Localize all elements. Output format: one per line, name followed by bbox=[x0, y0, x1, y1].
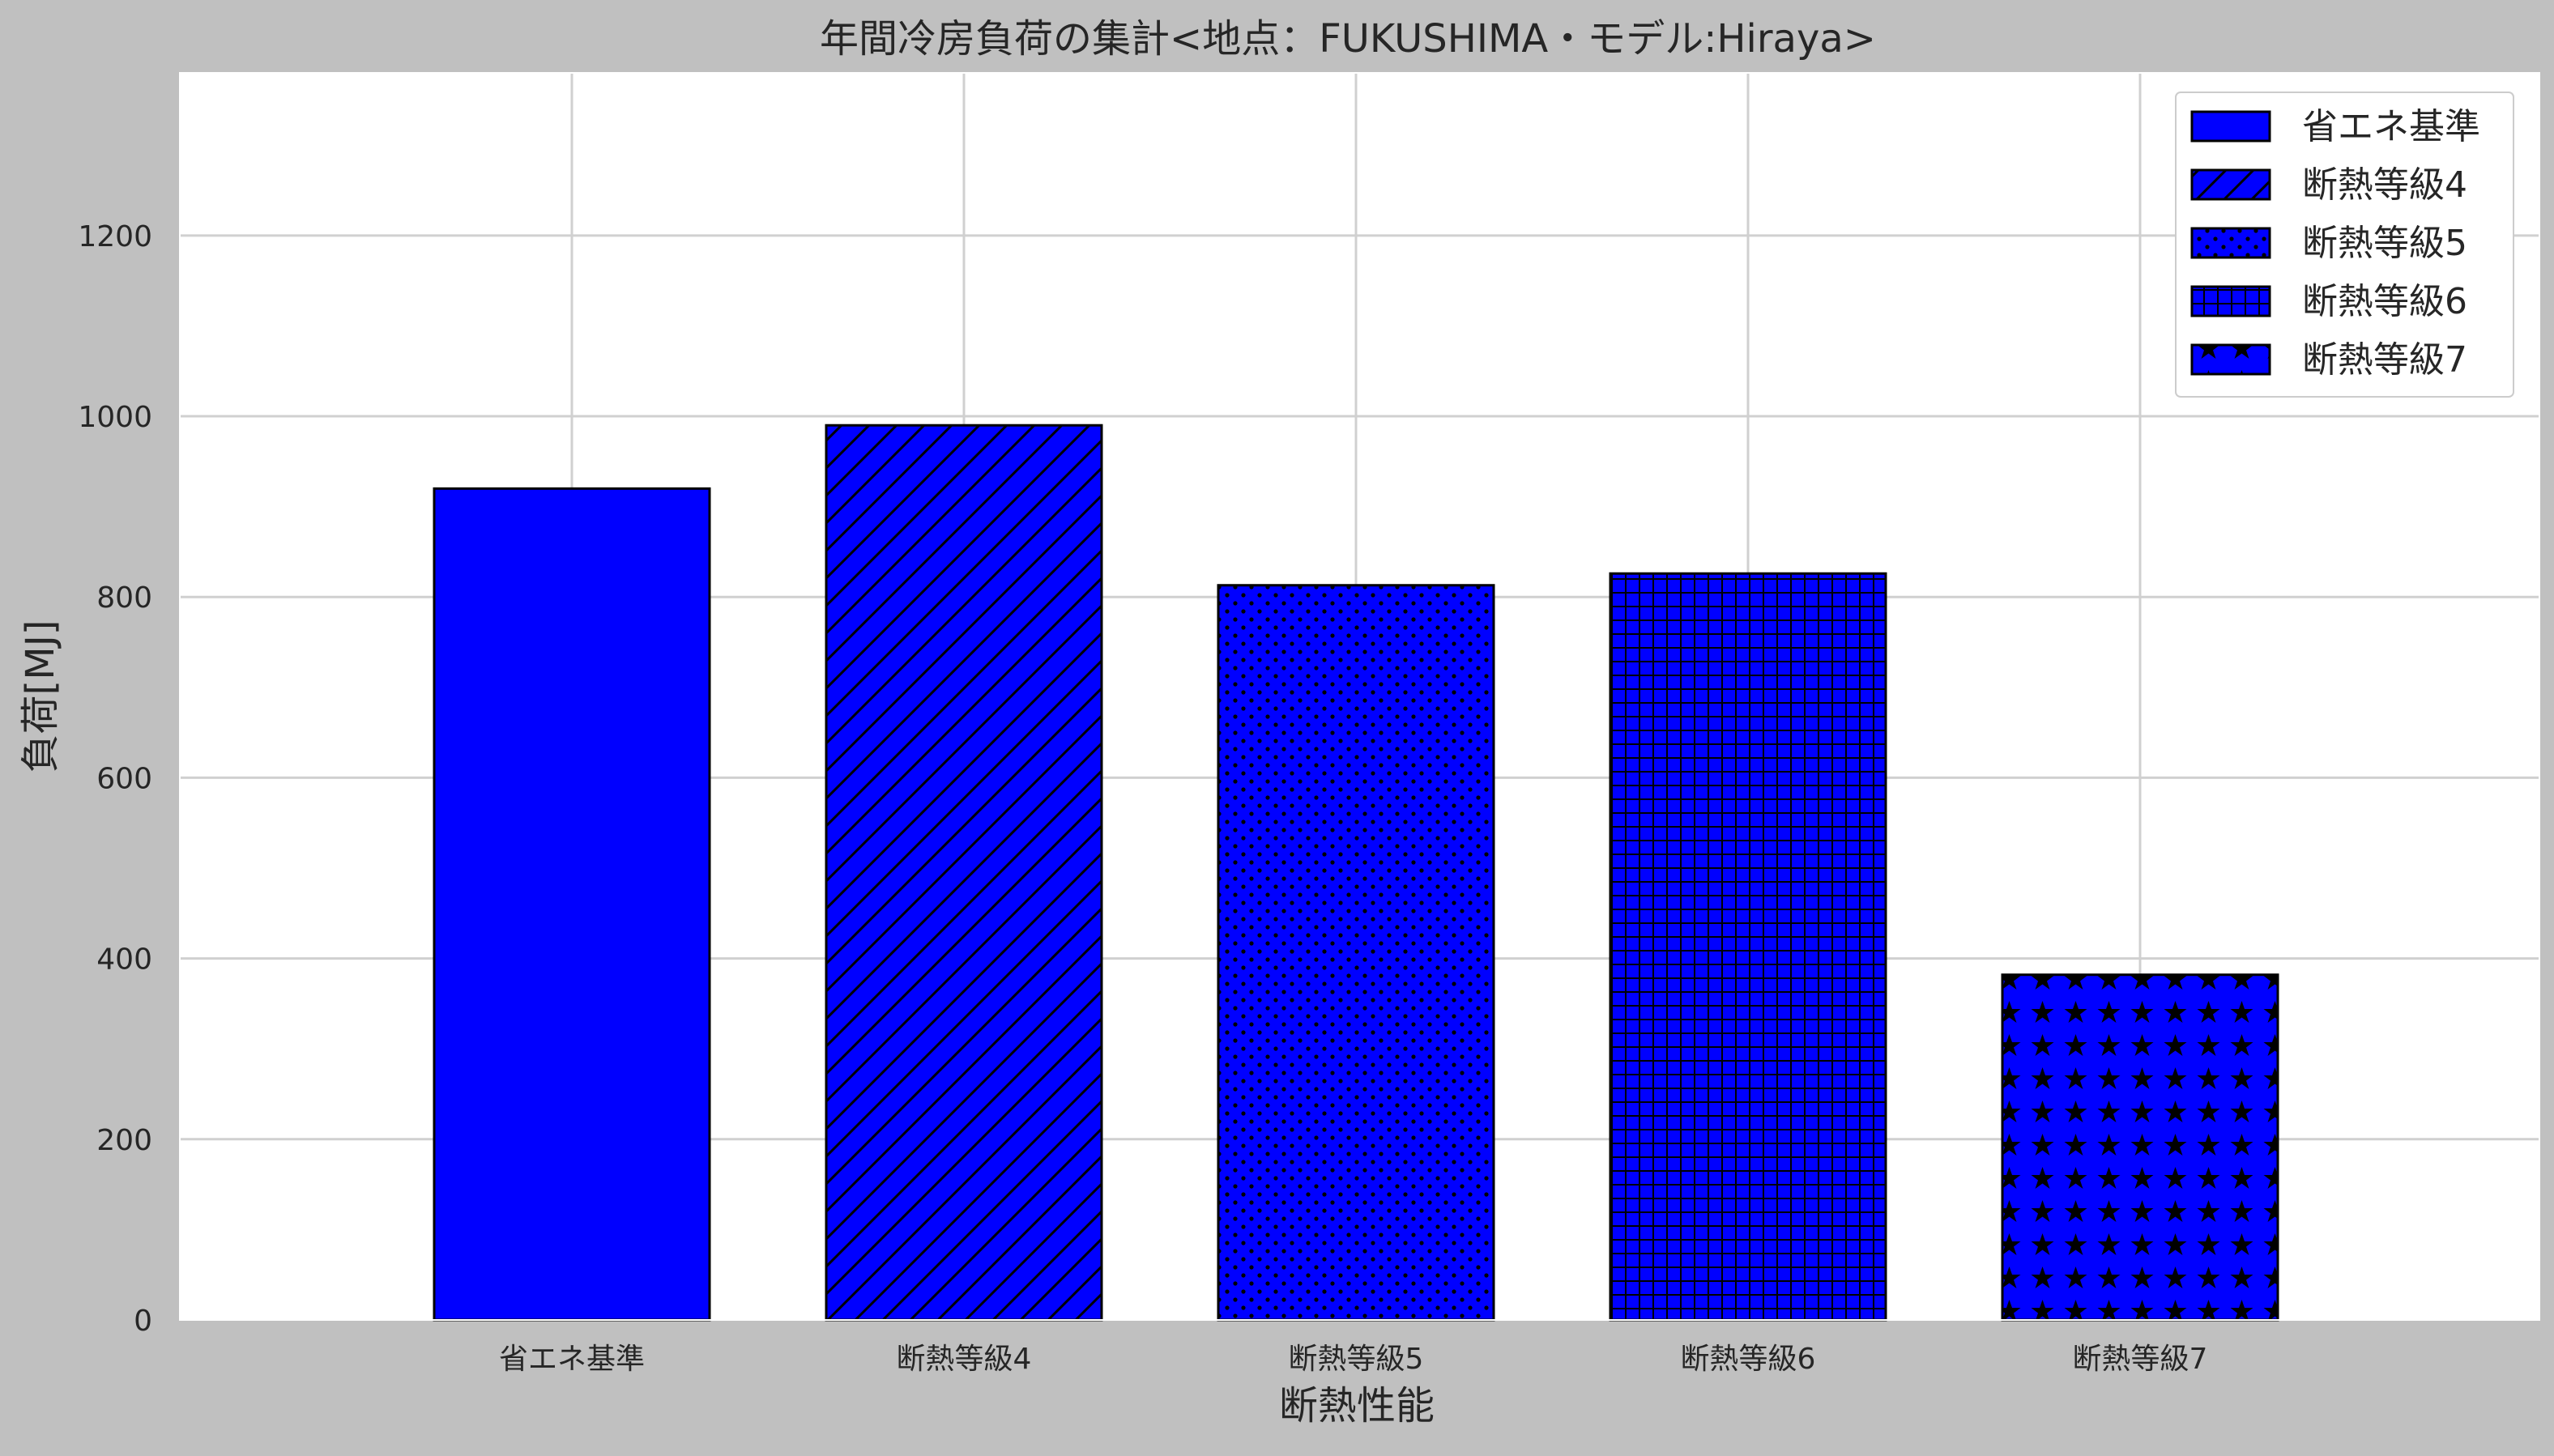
x-tick-label: 断熱等級7 bbox=[2073, 1343, 2208, 1376]
bar-2 bbox=[825, 424, 1103, 1322]
x-axis-label: 断熱性能 bbox=[1279, 1383, 1435, 1428]
y-tick-label: 200 bbox=[96, 1124, 152, 1157]
y-tick-label: 1000 bbox=[78, 401, 152, 434]
bar-4 bbox=[1609, 572, 1887, 1322]
y-tick-label: 800 bbox=[96, 581, 152, 615]
x-tick-label: 断熱等級4 bbox=[897, 1343, 1032, 1376]
legend-label: 断熱等級6 bbox=[2302, 281, 2467, 322]
legend-label: 断熱等級7 bbox=[2302, 339, 2467, 381]
y-tick-label: 0 bbox=[134, 1305, 152, 1338]
legend-label: 断熱等級5 bbox=[2302, 223, 2467, 264]
y-axis-label: 負荷[MJ] bbox=[18, 619, 63, 773]
y-tick-label: 1200 bbox=[78, 220, 152, 253]
legend-swatch bbox=[2190, 343, 2271, 376]
x-tick-label: 省エネ基準 bbox=[499, 1343, 645, 1376]
legend-swatch bbox=[2190, 285, 2271, 317]
legend-swatch bbox=[2190, 110, 2271, 143]
y-tick-label: 600 bbox=[96, 762, 152, 795]
x-tick-labels: 省エネ基準 断熱等級4 断熱等級5 断熱等級6 断熱等級7 bbox=[499, 1343, 2207, 1376]
legend-frame bbox=[2175, 92, 2514, 398]
legend-swatch bbox=[2190, 227, 2271, 259]
legend-label: 省エネ基準 bbox=[2302, 106, 2480, 147]
legend-label: 断熱等級4 bbox=[2302, 164, 2467, 206]
chart-title: 年間冷房負荷の集計<地点：FUKUSHIMA・モデル:Hiraya> bbox=[820, 16, 1876, 62]
legend-swatch bbox=[2190, 168, 2271, 201]
x-tick-label: 断熱等級5 bbox=[1289, 1343, 1424, 1376]
y-tick-label: 400 bbox=[96, 943, 152, 977]
plot-border bbox=[179, 72, 2540, 1321]
bars bbox=[433, 424, 2279, 1322]
bar-3 bbox=[1217, 584, 1495, 1322]
bar-5 bbox=[2001, 973, 2279, 1322]
bar-1 bbox=[433, 487, 711, 1322]
x-tick-label: 断熱等級6 bbox=[1681, 1343, 1816, 1376]
y-tick-labels: 0 200 400 600 800 1000 1200 bbox=[78, 220, 152, 1338]
